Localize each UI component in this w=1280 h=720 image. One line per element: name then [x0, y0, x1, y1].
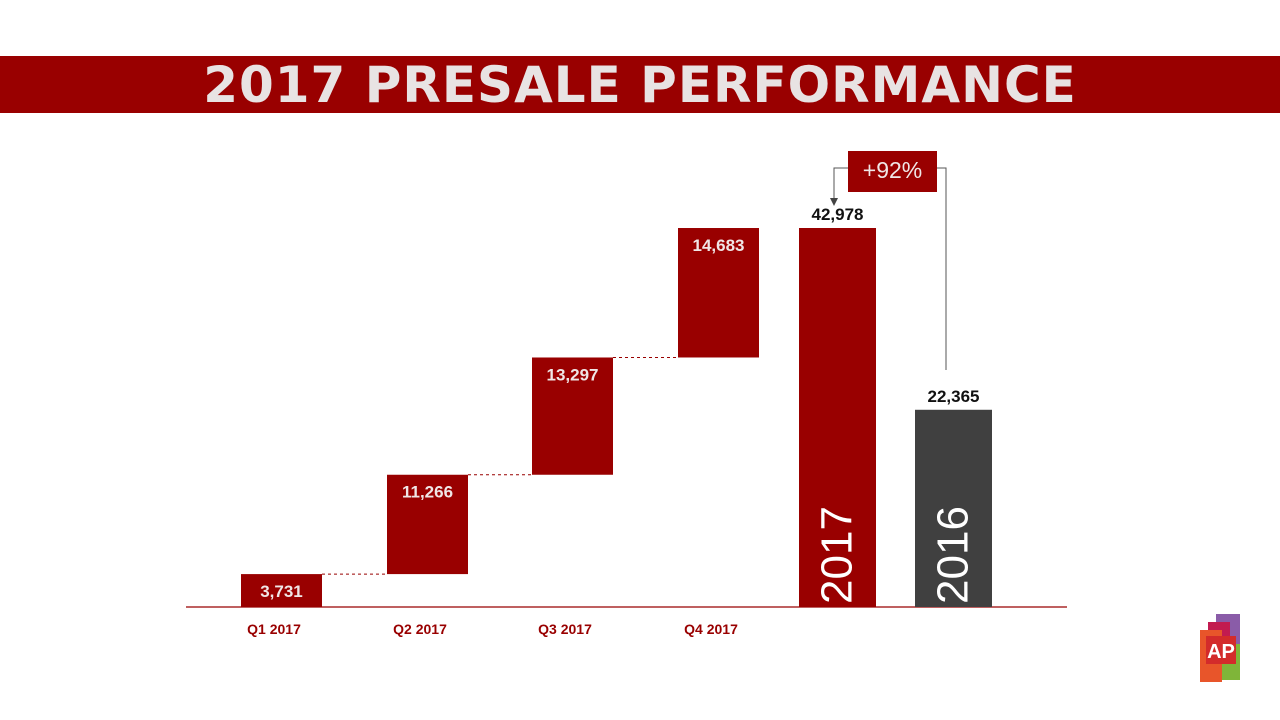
total-year-label: 2017 [813, 506, 862, 604]
growth-label: +92% [863, 157, 922, 183]
title-bar: 2017 PRESALE PERFORMANCE [0, 55, 1280, 114]
total-year-label: 2016 [929, 506, 978, 604]
x-tick-label: Q2 2017 [393, 621, 447, 637]
waterfall-bar [678, 228, 759, 358]
logo-text: AP [1207, 641, 1235, 663]
bar-value-label: 3,731 [260, 582, 303, 601]
total-bar-2016 [915, 409, 992, 607]
bar-value-label: 13,297 [547, 365, 599, 384]
x-tick-label: Q1 2017 [247, 621, 301, 637]
ap-logo-icon: AP [1200, 614, 1240, 682]
total-value-label: 42,978 [812, 205, 864, 224]
total-value-label: 22,365 [928, 387, 980, 406]
page-title: 2017 PRESALE PERFORMANCE [203, 55, 1077, 114]
x-tick-label: Q3 2017 [538, 621, 592, 637]
bar-value-label: 11,266 [402, 483, 453, 502]
waterfall-bar [532, 357, 613, 475]
x-tick-label: Q4 2017 [684, 621, 738, 637]
growth-bracket-left [833, 167, 848, 201]
waterfall-bar [241, 574, 322, 607]
waterfall-bar [387, 474, 468, 575]
growth-bracket-right [937, 167, 947, 370]
total-bar-2017 [799, 228, 876, 607]
arrow-down-icon [830, 198, 838, 206]
bar-value-label: 14,683 [693, 236, 745, 255]
growth-badge [848, 151, 937, 192]
